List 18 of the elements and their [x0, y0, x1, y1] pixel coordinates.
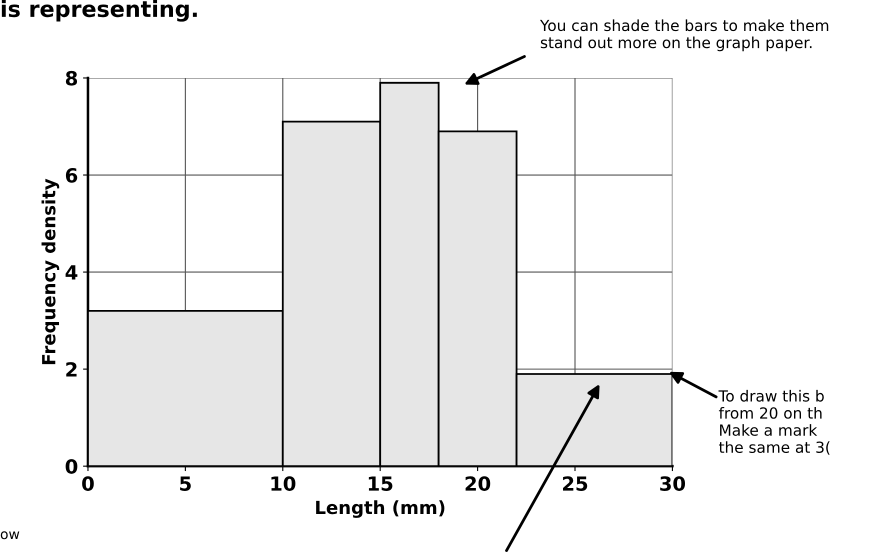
text: To draw this b from 20 on th Make a mark the same at 3( [718, 390, 830, 455]
text: ow [0, 531, 20, 540]
text: You can shade the bars to make them stand out more on the graph paper. [540, 19, 828, 52]
y-tick-label: 0 [66, 459, 78, 474]
x-tick-label: 5 [180, 476, 191, 491]
y-tick-label: 2 [66, 362, 77, 377]
x-tick-label: 0 [82, 476, 94, 491]
y-axis-title: Frequency density [42, 178, 60, 364]
y-tick-label: 4 [66, 265, 78, 280]
x-tick-label: 10 [271, 476, 296, 491]
x-tick-label: 25 [563, 476, 588, 491]
y-tick-label: 6 [66, 168, 78, 183]
y-tick-label: 8 [66, 70, 78, 86]
x-axis-title: Length (mm) [316, 500, 444, 518]
x-tick-label: 30 [660, 476, 686, 491]
text: is representing. [2, 0, 197, 22]
x-tick-label: 20 [466, 476, 490, 491]
x-tick-label: 15 [368, 476, 392, 491]
